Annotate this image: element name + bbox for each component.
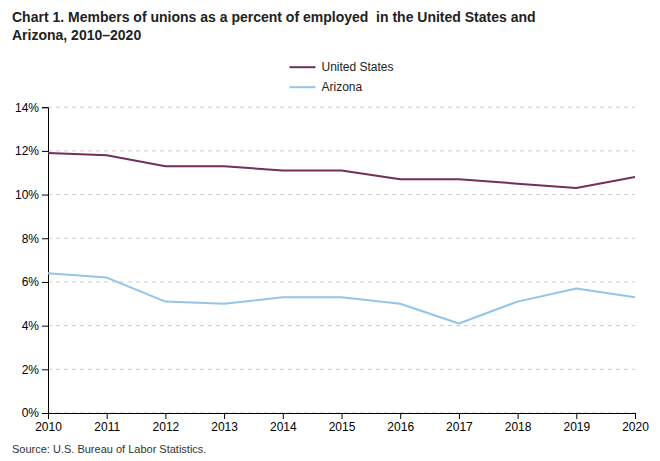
grid-line	[48, 281, 635, 282]
x-tick-label: 2014	[270, 420, 297, 434]
lines	[48, 153, 635, 323]
y-tick: 12%	[15, 144, 48, 158]
x-tick-label: 2015	[329, 420, 356, 434]
x-tick: 2014	[270, 413, 297, 434]
x-tick: 2016	[387, 413, 414, 434]
grid-line	[48, 150, 635, 151]
y-tick: 4%	[22, 319, 48, 333]
x-axis: 2010 2011 2012 2013 2014 2015 2016 2017 2018 2019…	[35, 413, 649, 434]
x-tick-label: 2013	[211, 420, 238, 434]
x-tick-mark	[576, 413, 577, 419]
x-tick-mark	[224, 413, 225, 419]
x-tick-label: 2019	[563, 420, 590, 434]
x-tick-label: 2020	[622, 420, 649, 434]
y-tick-mark	[42, 195, 48, 196]
y-tick: 6%	[22, 275, 48, 289]
x-tick-mark	[400, 413, 401, 419]
y-tick-label: 2%	[22, 363, 40, 377]
annotation: Source: U.S. Bureau of Labor Statistics.	[12, 443, 206, 455]
legend-label: Arizona	[321, 80, 362, 94]
x-tick-label: 2010	[35, 420, 62, 434]
y-tick-label: 4%	[22, 319, 40, 333]
x-tick-mark	[165, 413, 166, 419]
grid-line	[48, 369, 635, 370]
y-tick-label: 12%	[15, 144, 39, 158]
y-axis-line	[42, 108, 49, 414]
plot: 2010 2011 2012 2013 2014 2015 2016 2017 2018 2019…	[15, 101, 649, 434]
x-tick-mark	[342, 413, 343, 419]
y-axis: 0% 2% 4% 6% 8% 10% 12% 14%	[15, 101, 49, 421]
x-tick-label: 2018	[505, 420, 532, 434]
y-tick-label: 10%	[15, 188, 39, 202]
y-tick: 10%	[15, 188, 48, 202]
x-tick-label: 2016	[387, 420, 414, 434]
grid-line	[48, 325, 635, 326]
grid-line	[48, 107, 635, 108]
grid	[48, 107, 635, 413]
x-axis-line	[49, 414, 636, 420]
series-line	[48, 153, 635, 188]
legend-entry: United States	[289, 60, 393, 74]
x-tick: 2018	[505, 413, 532, 434]
x-tick: 2010	[35, 413, 62, 434]
y-tick: 2%	[22, 363, 48, 377]
y-tick-mark	[42, 282, 48, 283]
y-tick-mark	[42, 107, 48, 108]
y-tick-mark	[42, 238, 48, 239]
x-tick-mark	[518, 413, 519, 419]
legend-swatch	[289, 66, 315, 68]
legend: United States Arizona	[289, 60, 393, 94]
series-line	[48, 273, 635, 323]
title-line: Chart 1. Members of unions as a percent …	[12, 9, 536, 25]
legend-entry: Arizona	[289, 80, 362, 94]
y-tick-mark	[42, 413, 48, 414]
y-tick-label: 0%	[22, 406, 40, 420]
x-tick-mark	[283, 413, 284, 419]
grid-line	[48, 194, 635, 195]
x-tick: 2012	[153, 413, 180, 434]
x-tick: 2017	[446, 413, 473, 434]
x-tick: 2020	[622, 413, 649, 434]
x-tick-mark	[107, 413, 108, 419]
x-tick: 2013	[211, 413, 238, 434]
x-tick-label: 2017	[446, 420, 473, 434]
y-tick-label: 14%	[15, 101, 39, 115]
grid-line	[48, 238, 635, 239]
y-tick-mark	[42, 326, 48, 327]
y-tick-mark	[42, 151, 48, 152]
y-tick: 0%	[22, 406, 48, 420]
y-tick: 14%	[15, 101, 48, 115]
y-tick: 8%	[22, 232, 48, 246]
x-tick: 2011	[94, 413, 120, 434]
x-tick-mark	[459, 413, 460, 419]
legend-label: United States	[321, 60, 393, 74]
y-tick-mark	[42, 369, 48, 370]
x-tick-label: 2011	[94, 420, 120, 434]
y-tick-label: 8%	[22, 232, 40, 246]
x-tick: 2015	[329, 413, 356, 434]
title: Chart 1. Members of unions as a percent …	[12, 9, 536, 43]
y-tick-label: 6%	[22, 275, 40, 289]
x-tick-label: 2012	[153, 420, 180, 434]
chart: Chart 1. Members of unions as a percent …	[0, 0, 660, 461]
x-tick-mark	[635, 413, 636, 419]
legend-swatch	[289, 86, 315, 88]
title-line: Arizona, 2010–2020	[12, 27, 141, 43]
x-tick: 2019	[563, 413, 590, 434]
